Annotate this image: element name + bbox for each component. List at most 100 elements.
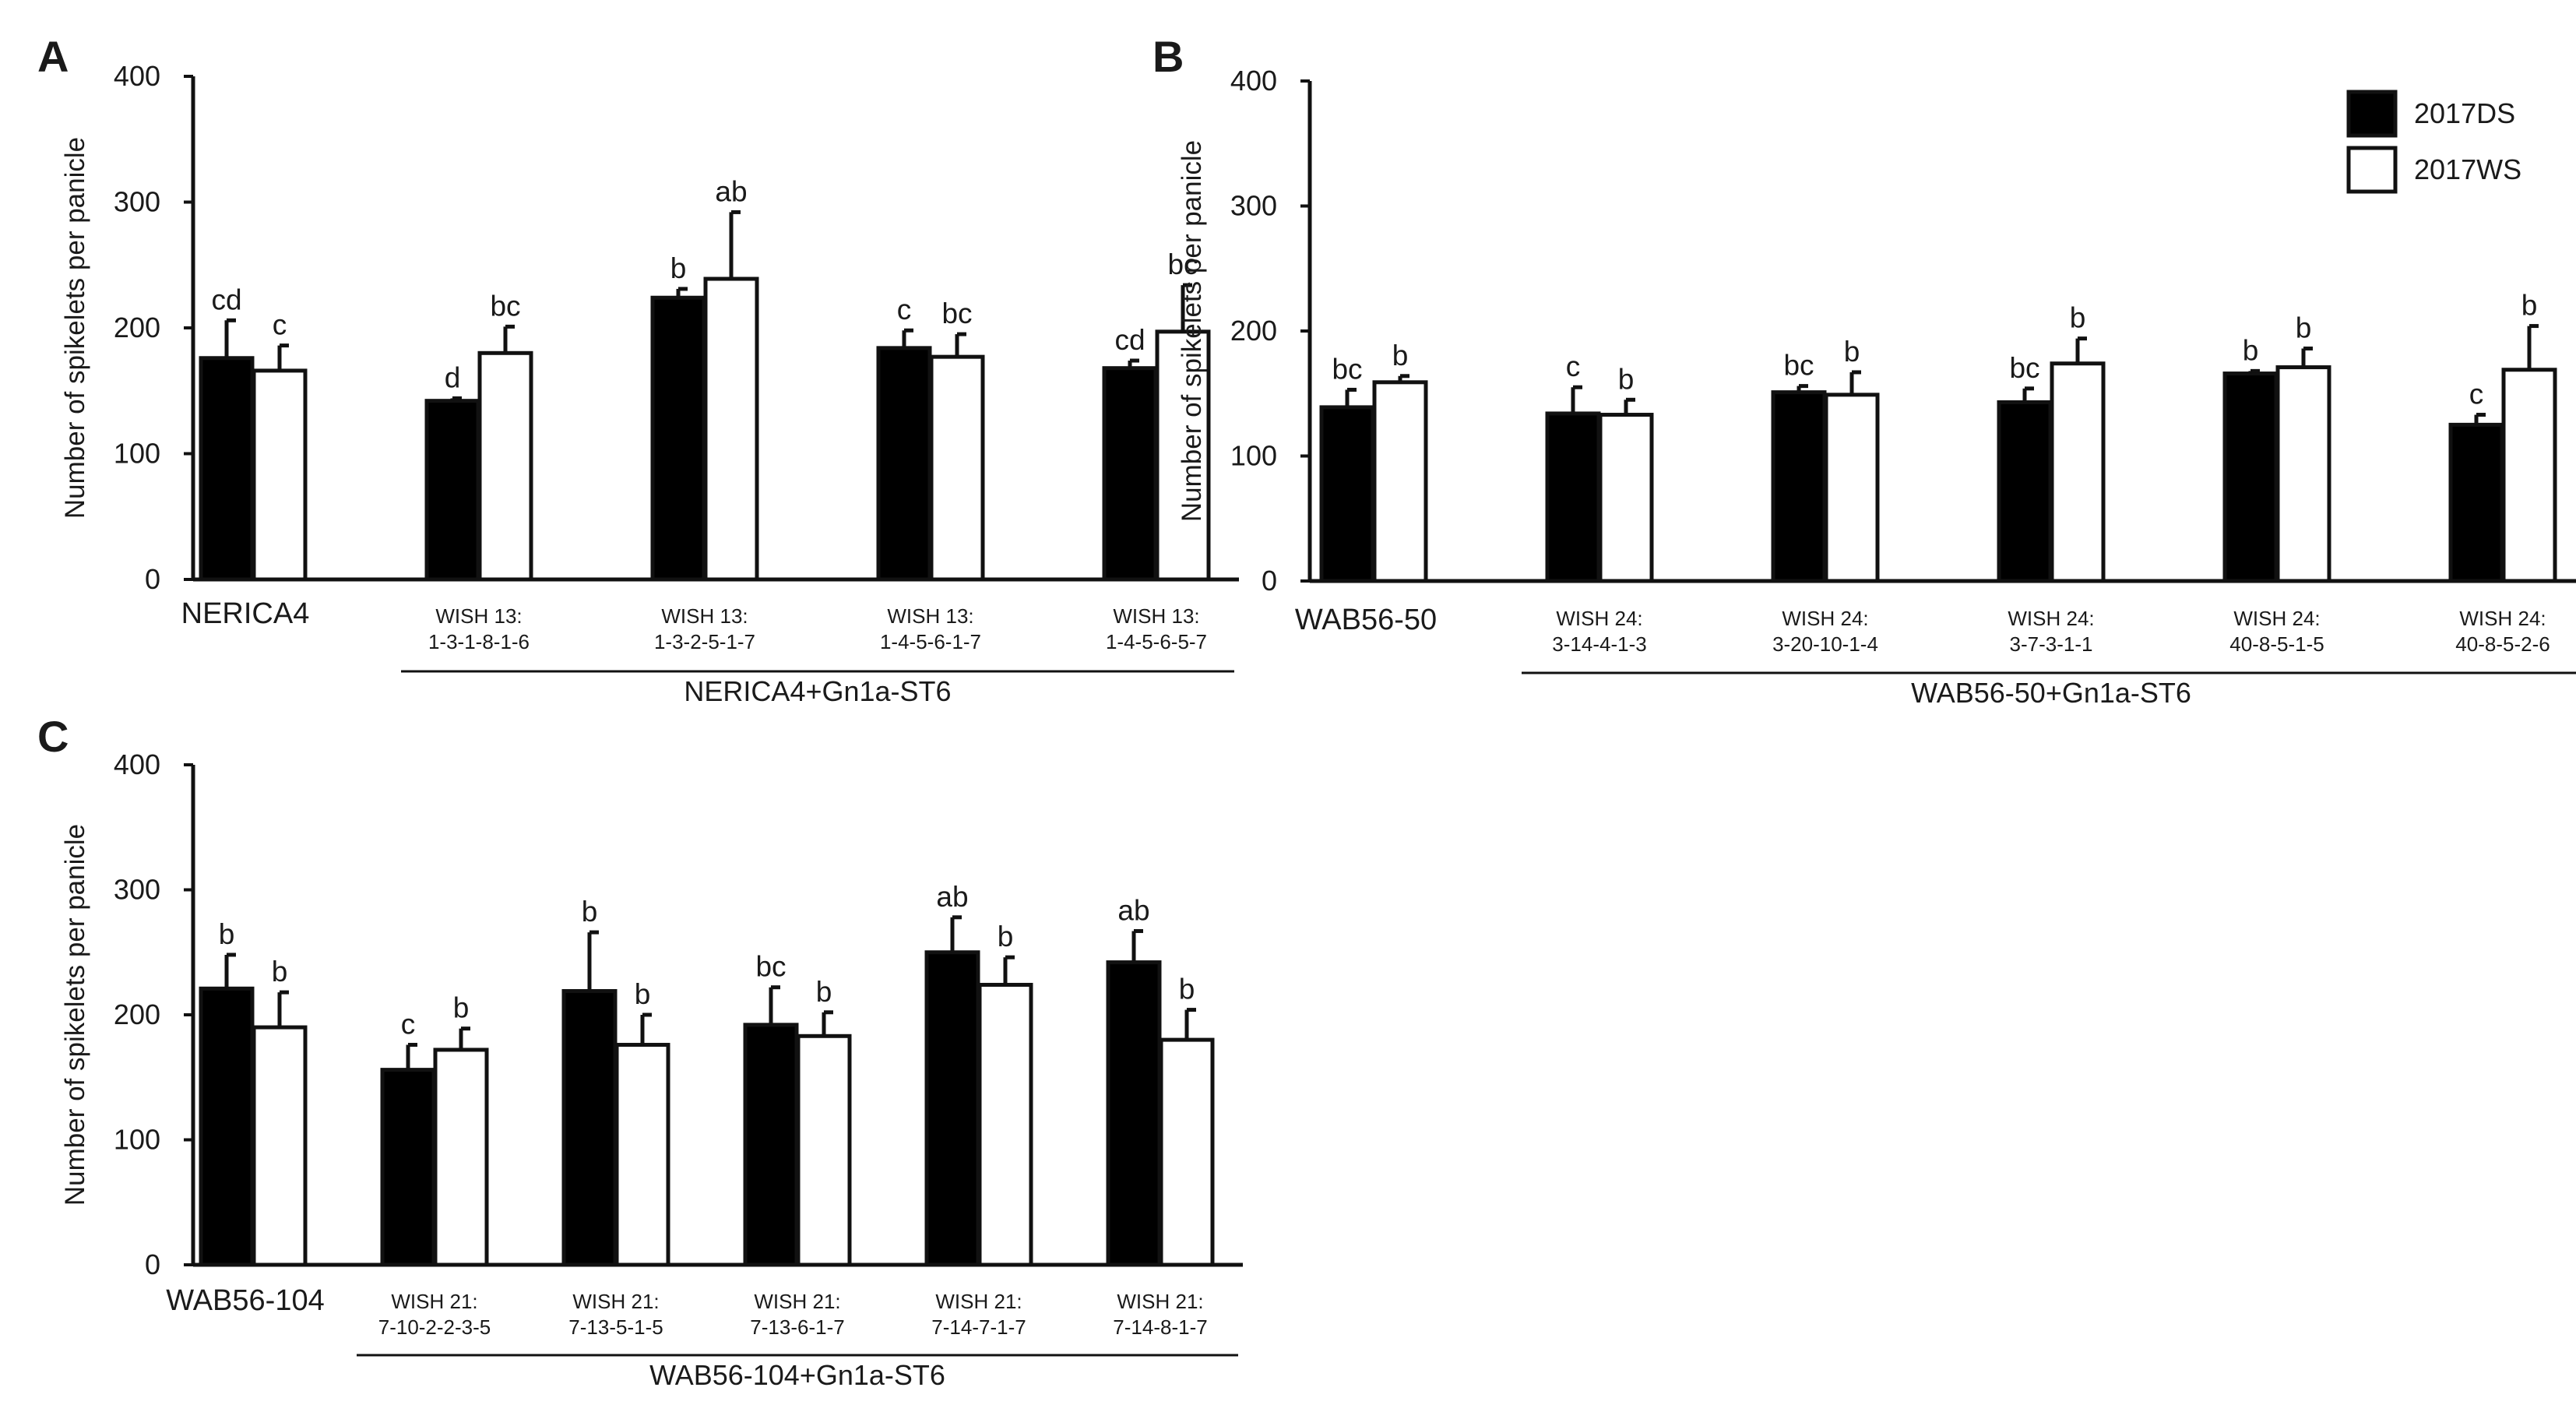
category-label-line1: WISH 13: <box>435 604 522 628</box>
significance-letter: b <box>1844 336 1860 368</box>
panel-letter: A <box>37 32 69 81</box>
significance-letter: c <box>2469 379 2484 410</box>
bar-2017ws <box>703 276 759 582</box>
bar-2017ds <box>650 295 706 582</box>
bar-2017ds <box>876 346 932 582</box>
y-tick-label: 200 <box>114 998 160 1030</box>
y-tick-label: 300 <box>114 186 160 218</box>
significance-letter: d <box>445 361 461 393</box>
group-label: WAB56-50+Gn1a-ST6 <box>1911 677 2191 709</box>
bar-2017ws <box>252 368 308 582</box>
category-label: WAB56-104 <box>166 1284 324 1317</box>
category-label-line1: WISH 13: <box>887 604 973 628</box>
y-tick-label: 400 <box>114 60 160 92</box>
chart-panel-b: B 0 100 200 300 400 Number of spikelets per pa… <box>1153 32 2576 709</box>
legend: 2017DS 2017WS <box>2346 90 2521 194</box>
y-axis-title: Number of spikelets per panicle <box>1177 140 1207 522</box>
bar-2017ds <box>2222 371 2279 583</box>
bar-2017ws <box>252 1025 308 1267</box>
significance-letter: bc <box>1332 353 1362 385</box>
category-label-line2: 1-3-1-8-1-6 <box>428 630 530 653</box>
category-label-line2: 7-14-7-1-7 <box>931 1315 1026 1339</box>
category-label-line2: 1-4-5-6-5-7 <box>1106 630 1207 653</box>
significance-letter: ab <box>1117 894 1149 926</box>
bar-2017ws <box>1372 380 1428 583</box>
significance-letter: c <box>1566 350 1581 382</box>
bar-2017ws <box>433 1048 489 1267</box>
category-label-line2: 7-13-5-1-5 <box>568 1315 663 1339</box>
bar-2017ds <box>1545 411 1601 583</box>
category-label-line2: 1-3-2-5-1-7 <box>654 630 755 653</box>
bar-2017ds <box>380 1068 436 1267</box>
bar-2017ds <box>924 950 980 1267</box>
significance-letter: b <box>2521 290 2538 322</box>
panel-letter: C <box>37 712 69 761</box>
significance-letter: bc <box>1783 350 1814 382</box>
category-label-line1: WISH 24: <box>2233 607 2320 630</box>
panel-letter: B <box>1153 32 1184 81</box>
bar-2017ws <box>477 350 533 582</box>
significance-letter: b <box>2296 312 2312 343</box>
bar-2017ds <box>1319 405 1375 583</box>
significance-letter: b <box>582 896 598 928</box>
category-label-line1: WISH 24: <box>1782 607 1868 630</box>
y-tick-label: 100 <box>114 1124 160 1156</box>
bar-2017ws <box>2501 368 2557 583</box>
legend-swatch-2017ds <box>2346 90 2398 138</box>
legend-label: 2017WS <box>2414 153 2521 185</box>
y-tick-label: 100 <box>114 438 160 470</box>
significance-letter: b <box>670 252 687 284</box>
bar-2017ws <box>2050 361 2106 583</box>
bar-2017ws <box>1159 1037 1215 1267</box>
chart-panel-c: C 0 100 200 300 400 Number of spikelets per pa… <box>37 712 1243 1391</box>
y-tick-label: 300 <box>1230 190 1277 222</box>
bar-2017ws <box>2275 365 2331 583</box>
bar-2017ws <box>614 1043 670 1267</box>
bar-2017ds <box>199 356 255 582</box>
category-label-line2: 40-8-5-2-6 <box>2455 632 2550 656</box>
category-label-line1: WISH 13: <box>1113 604 1199 628</box>
category-label-line2: 3-14-4-1-3 <box>1552 632 1646 656</box>
category-label-line1: WISH 21: <box>572 1290 659 1313</box>
category-label-line1: WISH 13: <box>661 604 748 628</box>
category-label-line2: 1-4-5-6-1-7 <box>880 630 981 653</box>
significance-letter: cd <box>211 283 241 315</box>
significance-letter: ab <box>936 881 968 913</box>
category-label-line2: 40-8-5-1-5 <box>2229 632 2324 656</box>
category-label-line1: WISH 24: <box>1556 607 1642 630</box>
bar-2017ws <box>796 1034 852 1267</box>
significance-letter: b <box>272 956 288 988</box>
bar-2017ds <box>1106 960 1162 1267</box>
significance-letter: bc <box>755 951 786 983</box>
significance-letter: ab <box>715 175 747 207</box>
category-label-line1: WISH 21: <box>754 1290 840 1313</box>
significance-letter: c <box>897 294 912 326</box>
category-label: NERICA4 <box>181 597 310 630</box>
category-label-line1: WISH 24: <box>2008 607 2094 630</box>
y-tick-label: 200 <box>1230 315 1277 347</box>
y-tick-label: 400 <box>114 748 160 780</box>
y-tick-label: 0 <box>1262 565 1277 597</box>
y-axis-title: Number of spikelets per panicle <box>60 137 90 519</box>
significance-letter: b <box>1179 974 1195 1005</box>
significance-letter: b <box>219 918 235 950</box>
legend-label: 2017DS <box>2414 97 2515 129</box>
chart-panel-a: A 0 100 200 300 400 Number of spikelets per pa… <box>37 32 1239 707</box>
legend-swatch-2017ws <box>2346 146 2398 194</box>
bar-2017ds <box>199 986 255 1267</box>
category-label-line2: 7-13-6-1-7 <box>750 1315 844 1339</box>
bar-2017ds <box>1102 366 1158 582</box>
bar-2017ws <box>1598 413 1654 583</box>
significance-letter: bc <box>1167 248 1198 280</box>
significance-letter: b <box>1618 363 1635 395</box>
significance-letter: cd <box>1114 324 1145 356</box>
category-label-line2: 7-14-8-1-7 <box>1113 1315 1207 1339</box>
significance-letter: c <box>401 1009 416 1041</box>
bar-2017ds <box>743 1023 799 1267</box>
significance-letter: b <box>1392 340 1409 371</box>
category-label-line2: 3-7-3-1-1 <box>2010 632 2093 656</box>
group-label: WAB56-104+Gn1a-ST6 <box>649 1359 945 1391</box>
significance-letter: b <box>2070 302 2086 334</box>
y-tick-label: 400 <box>1230 65 1277 97</box>
